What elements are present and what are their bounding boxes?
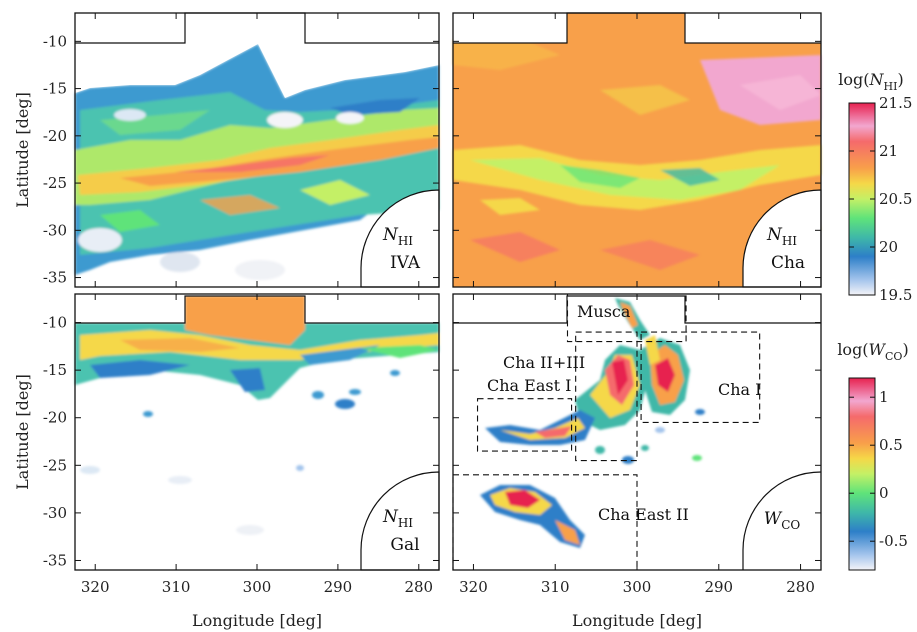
- panel-label-cha-line2: Cha: [771, 253, 805, 273]
- colorbar-nhi-ticks: 21.5 21 20.5 20 19.5: [849, 94, 912, 304]
- x-tick-label: 300: [243, 578, 272, 596]
- panel-wco: Musca Cha II+III Cha I Cha East I Cha Ea…: [452, 293, 822, 571]
- panel-label-wco: WCO: [764, 509, 801, 532]
- colorbar-nhi-title: log(NHI): [838, 70, 903, 93]
- map-nhi-iva: [75, 44, 439, 280]
- x-tick-label: 290: [704, 578, 733, 596]
- region-label-cha-i: Cha I: [718, 380, 762, 399]
- x-tick-label: 310: [541, 578, 570, 596]
- colorbar-tick-label: 20: [879, 238, 898, 256]
- region-label-musca: Musca: [577, 302, 631, 321]
- panel-nhi-gal: NHI Gal: [74, 293, 440, 571]
- colorbar-tick-label: 19.5: [879, 286, 912, 304]
- region-box-musca: [566, 293, 687, 343]
- colorbar-wco-title: log(WCO): [837, 340, 908, 363]
- x-tick-label: 320: [81, 578, 110, 596]
- colorbar-tick-label: 21: [879, 142, 898, 160]
- region-label-cha-east-i: Cha East I: [487, 376, 571, 395]
- panel-label-gal: NHI: [382, 507, 413, 530]
- x-axis-label-left: Longitude [deg]: [192, 611, 322, 630]
- x-tick-label: 310: [162, 578, 191, 596]
- y-tick-label: -25: [43, 174, 67, 192]
- panel-nhi-cha: NHI Cha: [452, 12, 822, 288]
- x-axis-label-right: Longitude [deg]: [572, 611, 702, 630]
- region-box-cha-ii-iii: [575, 331, 638, 462]
- region-label-cha-east-ii: Cha East II: [598, 505, 689, 524]
- map-wco: [480, 298, 705, 548]
- y-tick-label: -15: [43, 80, 67, 98]
- colorbar-wco-ticks: 1 0.5 0 -0.5: [849, 388, 908, 550]
- y-tick-label: -25: [43, 456, 67, 474]
- colorbar-tick-label: 0: [879, 484, 889, 502]
- y-tick-label: -30: [43, 221, 67, 239]
- region-box-cha-i: [640, 331, 761, 424]
- x-tick-label: 320: [459, 578, 488, 596]
- y-tick-label: -15: [43, 361, 67, 379]
- colorbar-wco: log(WCO) 1 0.5 0 -0.5: [837, 340, 909, 571]
- axes: -10 -15 -20 -25 -30 -35 320 310 300 290 280 -10 -15 -…: [43, 13, 821, 596]
- colorbar-tick-label: 0.5: [879, 436, 903, 454]
- map-nhi-cha: [453, 38, 821, 270]
- y-tick-label: -35: [43, 551, 67, 569]
- region-box-cha-east-i: [476, 398, 573, 452]
- colorbar-nhi: log(NHI) 21.5 21 20.5 20 19.5: [838, 70, 912, 304]
- colorbar-tick-label: 21.5: [879, 94, 912, 112]
- x-tick-label: 280: [404, 578, 433, 596]
- y-tick-label: -30: [43, 504, 67, 522]
- panel-label-iva-line2: IVA: [390, 253, 421, 273]
- y-axis-label-top: Latitude [deg]: [13, 92, 32, 208]
- y-tick-label: -35: [43, 269, 67, 287]
- x-tick-label: 300: [623, 578, 652, 596]
- region-label-cha-ii-iii: Cha II+III: [503, 353, 585, 372]
- map-nhi-gal: [75, 296, 439, 535]
- y-tick-label: -10: [43, 314, 67, 332]
- colorbar-tick-label: 1: [879, 388, 889, 406]
- panel-label-iva: NHI: [382, 225, 413, 248]
- x-tick-label: 290: [324, 578, 353, 596]
- colorbar-tick-label: 20.5: [879, 190, 912, 208]
- y-axis-label-bottom: Latitude [deg]: [13, 374, 32, 490]
- panel-nhi-iva: NHI IVA: [74, 12, 440, 288]
- y-tick-label: -20: [43, 127, 67, 145]
- x-tick-label: 280: [786, 578, 815, 596]
- y-tick-label: -20: [43, 409, 67, 427]
- panel-label-cha: NHI: [766, 225, 797, 248]
- colorbar-tick-label: -0.5: [879, 532, 908, 550]
- panel-label-gal-line2: Gal: [390, 535, 419, 555]
- y-tick-label: -10: [43, 32, 67, 50]
